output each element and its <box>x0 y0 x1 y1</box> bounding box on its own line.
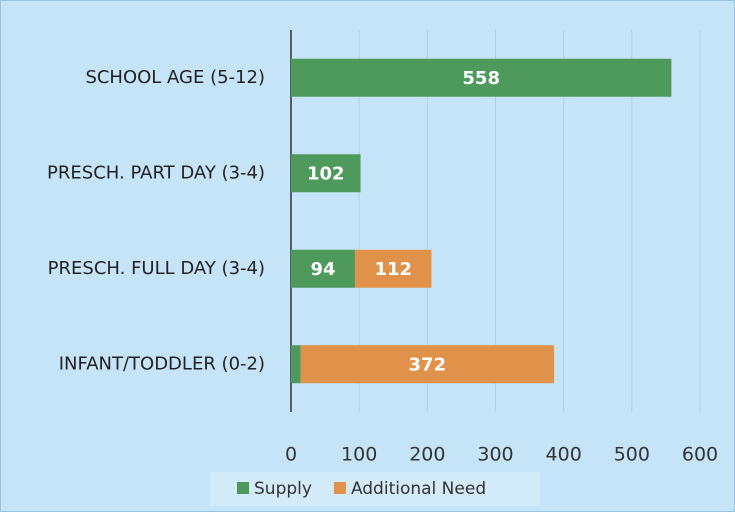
legend-swatch <box>333 482 346 494</box>
data-label: 102 <box>307 163 345 184</box>
legend-background <box>210 472 540 506</box>
x-tick-label: 500 <box>614 444 650 466</box>
bar-segment <box>291 58 672 97</box>
legend-label: Supply <box>254 479 312 499</box>
x-tick-label: 200 <box>409 444 445 466</box>
bar-segment <box>300 345 555 384</box>
category-label: PRESCH. PART DAY (3-4) <box>47 162 265 183</box>
x-tick-label: 600 <box>682 444 718 466</box>
data-label: 558 <box>462 68 500 89</box>
data-label: 112 <box>374 259 412 280</box>
data-label: 94 <box>311 259 336 280</box>
x-tick-label: 400 <box>546 444 582 466</box>
x-tick-label: 300 <box>477 444 513 466</box>
x-tick-label: 100 <box>341 444 377 466</box>
legend-label: Additional Need <box>351 479 486 499</box>
bar-segment <box>355 249 432 288</box>
category-label: SCHOOL AGE (5-12) <box>85 67 265 88</box>
category-label: PRESCH. FULL DAY (3-4) <box>48 258 265 279</box>
x-tick-label: 0 <box>285 444 297 466</box>
category-label: INFANT/TODDLER (0-2) <box>59 353 265 374</box>
legend-swatch <box>237 482 249 494</box>
bar-segment <box>291 249 356 288</box>
bar-segment <box>291 345 301 384</box>
bar-segment <box>291 154 361 193</box>
data-label: 372 <box>409 354 447 375</box>
